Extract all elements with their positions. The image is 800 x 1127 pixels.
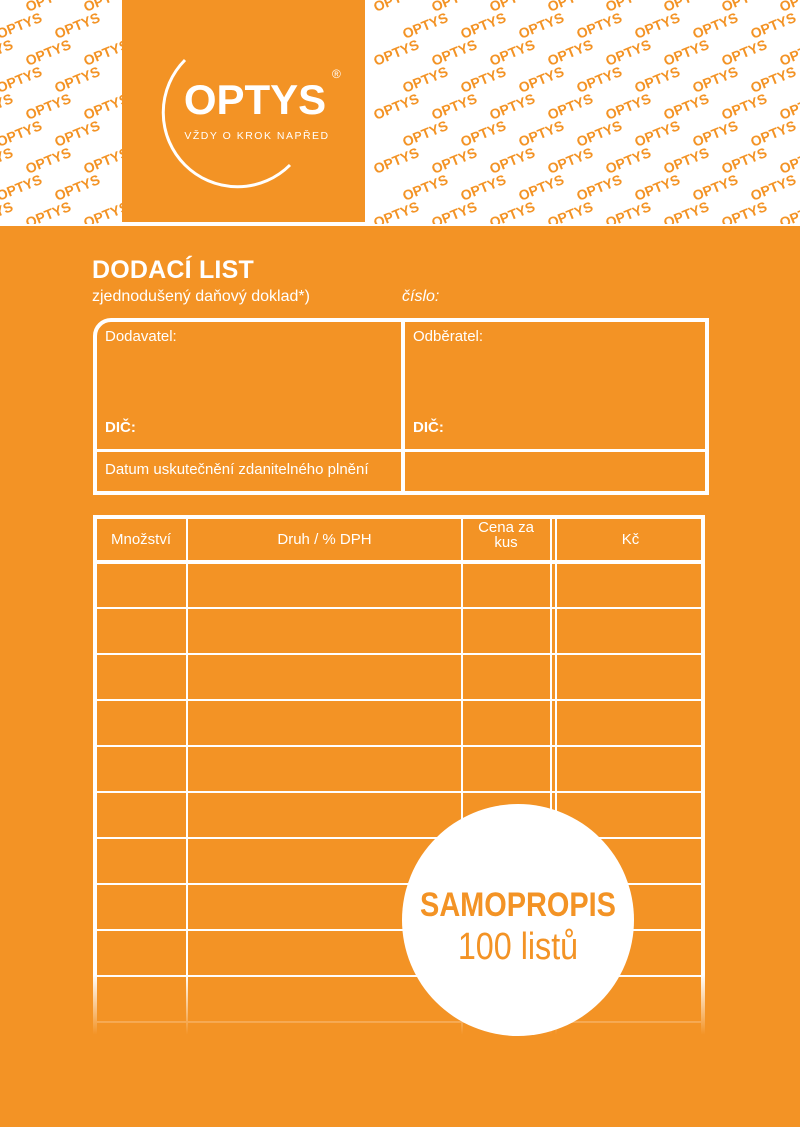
logo-tagline: VŽDY O KROK NAPŘED	[184, 129, 329, 142]
doc-title: DODACÍ LIST	[92, 256, 254, 284]
logo-arc	[161, 58, 292, 189]
customer-label: Odběratel:	[413, 328, 484, 345]
divider	[401, 320, 405, 491]
fade	[0, 975, 800, 1045]
logo-mark: ®	[332, 67, 341, 81]
supplier-tax-label: DIČ:	[105, 419, 136, 436]
doc-subtitle: zjednodušený daňový doklad*)	[92, 288, 310, 305]
column-header: Kč	[621, 531, 640, 548]
badge-line2: 100 listů	[457, 926, 579, 968]
header-band: OPTYS OPTYS OPTYS OPTYS OPTYS OPTYS OPTYS OPTYS…	[0, 0, 800, 226]
number-label: číslo:	[402, 288, 440, 305]
badge: SAMOPROPIS 100 listů	[402, 804, 634, 1036]
customer-tax-label: DIČ:	[413, 419, 444, 436]
supplier-label: Dodavatel:	[105, 328, 177, 345]
date-label: Datum uskutečnění zdanitelného plnění	[105, 461, 369, 478]
logo-name: OPTYS	[184, 76, 326, 123]
divider	[95, 449, 705, 452]
badge-line1: SAMOPROPIS	[420, 886, 616, 924]
column-header: Druh / % DPH	[277, 531, 372, 548]
column-header: Množství	[110, 531, 171, 548]
column-header: Cena za kus	[478, 519, 534, 551]
